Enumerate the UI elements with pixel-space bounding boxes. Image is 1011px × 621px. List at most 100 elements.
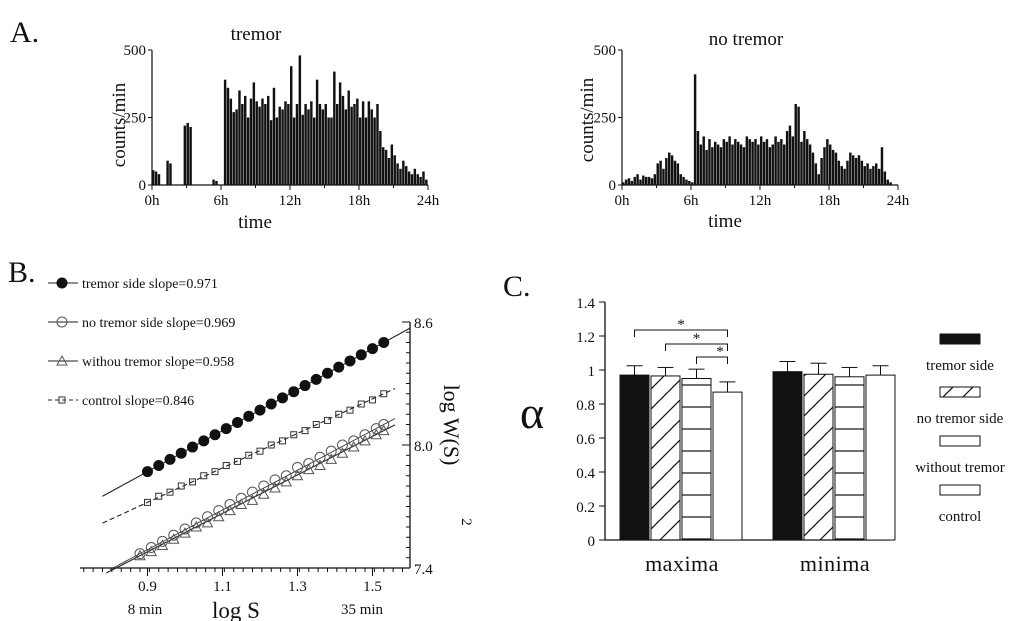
tremor-bar xyxy=(223,79,227,185)
scaling-point-open-square xyxy=(245,451,253,459)
scaling-fit-line xyxy=(102,388,396,524)
chart-tremor-bars xyxy=(152,55,428,186)
scaling-point-open-square xyxy=(144,498,151,506)
scaling-point-open-circle xyxy=(348,435,360,447)
alpha-bar xyxy=(619,374,650,541)
scaling-point-filled-circle xyxy=(175,447,187,459)
scaling-point-open-square xyxy=(301,427,309,435)
no-tremor-bar xyxy=(739,144,743,185)
no-tremor-bar xyxy=(725,141,728,185)
scaling-point-filled-circle xyxy=(198,435,210,447)
no-tremor-bar xyxy=(872,166,875,185)
scaling-point-filled-circle xyxy=(299,380,311,392)
scaling-y-tick-label: 8.0 xyxy=(414,439,433,455)
chart-scaling-x-extra-right: 35 min xyxy=(341,602,384,618)
no-tremor-bar xyxy=(877,168,881,185)
scaling-point-open-square xyxy=(267,441,275,449)
tremor-bar xyxy=(373,117,376,185)
no-tremor-bar xyxy=(826,139,829,185)
no-tremor-bar xyxy=(817,174,820,185)
tremor-bar xyxy=(304,104,307,185)
tremor-bar xyxy=(258,106,261,185)
no-tremor-bar xyxy=(800,141,803,185)
scaling-point-open-triangle xyxy=(325,453,338,464)
scaling-point-open-square xyxy=(222,462,230,469)
no-tremor-bar xyxy=(780,139,783,185)
no-tremor-bar xyxy=(762,141,766,185)
scaling-point-open-square xyxy=(234,457,241,465)
chart-scaling-ylabel-superscript: 2 xyxy=(458,518,474,526)
scaling-point-open-triangle xyxy=(291,469,304,481)
tremor-bar xyxy=(269,120,273,185)
alpha-significance-bracket xyxy=(696,356,728,364)
no-tremor-bar xyxy=(682,176,685,185)
scaling-point-open-circle xyxy=(145,542,157,553)
no-tremor-bar xyxy=(722,139,726,185)
scaling-point-filled-circle xyxy=(378,337,390,348)
tremor-bar xyxy=(307,109,310,185)
panel-c-label: C. xyxy=(503,270,531,303)
no-tremor-bar xyxy=(852,155,855,185)
no-tremor-bar xyxy=(748,139,751,185)
scaling-point-open-triangle xyxy=(269,482,281,493)
no-tremor-bar xyxy=(642,175,645,185)
scaling-point-open-triangle xyxy=(235,498,248,509)
tremor-bar xyxy=(330,117,333,185)
no-tremor-bar xyxy=(783,144,786,185)
scaling-point-open-square xyxy=(177,482,185,490)
no-tremor-bar xyxy=(679,174,682,185)
no-tremor-bar xyxy=(662,168,665,185)
chart-tremor-axes: 0h 6h 12h 18h 24h 0 250 500 xyxy=(124,43,440,209)
tremor-bar xyxy=(241,104,244,185)
scaling-legend-label: control slope=0.846 xyxy=(82,394,194,409)
scaling-point-filled-circle xyxy=(367,343,378,355)
scaling-point-open-circle xyxy=(314,451,326,463)
scaling-point-open-triangle xyxy=(359,434,371,446)
tremor-y-tick-label: 500 xyxy=(124,43,147,59)
chart-alpha-legend: tremor side no tremor side without tremor c… xyxy=(915,333,1005,525)
tremor-bar xyxy=(186,122,189,185)
tremor-bar xyxy=(261,98,264,185)
no-tremor-bar xyxy=(656,163,659,185)
no-tremor-bar xyxy=(846,160,849,185)
scaling-point-filled-circle xyxy=(254,404,266,416)
tremor-x-tick-label: 0h xyxy=(145,193,161,209)
scaling-point-open-triangle xyxy=(347,441,360,452)
tremor-bar xyxy=(154,171,158,185)
no-tremor-bar xyxy=(636,174,639,185)
no-tremor-bar xyxy=(673,160,677,185)
tremor-x-tick-label: 12h xyxy=(279,193,302,209)
no-tremor-bar xyxy=(685,179,688,185)
scaling-point-open-circle xyxy=(359,429,371,441)
tremor-x-tick-label: 6h xyxy=(214,193,230,209)
no-tremor-x-tick-label: 12h xyxy=(749,193,772,209)
no-tremor-bar xyxy=(768,147,772,185)
no-tremor-bar xyxy=(693,74,697,185)
no-tremor-bar xyxy=(829,144,832,185)
tremor-bar xyxy=(350,106,353,185)
tremor-bar xyxy=(324,104,327,185)
tremor-bar xyxy=(367,101,371,185)
no-tremor-bar xyxy=(808,144,812,185)
chart-no-tremor-axes: 0h 6h 12h 18h 24h 0 250 500 xyxy=(594,43,910,209)
tremor-bar xyxy=(344,109,348,185)
no-tremor-y-tick-label: 250 xyxy=(594,111,617,127)
chart-alpha-significance: * * * xyxy=(634,317,728,364)
no-tremor-bar xyxy=(745,136,749,185)
tremor-bar xyxy=(246,117,250,185)
scaling-point-filled-circle xyxy=(232,416,243,428)
no-tremor-bar xyxy=(837,160,841,185)
scaling-point-filled-circle xyxy=(310,373,322,385)
tremor-bar xyxy=(370,109,373,185)
no-tremor-bar xyxy=(731,144,734,185)
alpha-bar xyxy=(865,374,896,541)
no-tremor-y-tick-label: 500 xyxy=(594,43,617,59)
no-tremor-bar xyxy=(794,104,797,185)
tremor-bar xyxy=(393,155,396,185)
no-tremor-bar xyxy=(624,179,628,185)
no-tremor-bar xyxy=(668,152,671,185)
tremor-bar xyxy=(169,163,172,185)
no-tremor-bar xyxy=(765,139,769,185)
tremor-bar xyxy=(226,87,230,185)
